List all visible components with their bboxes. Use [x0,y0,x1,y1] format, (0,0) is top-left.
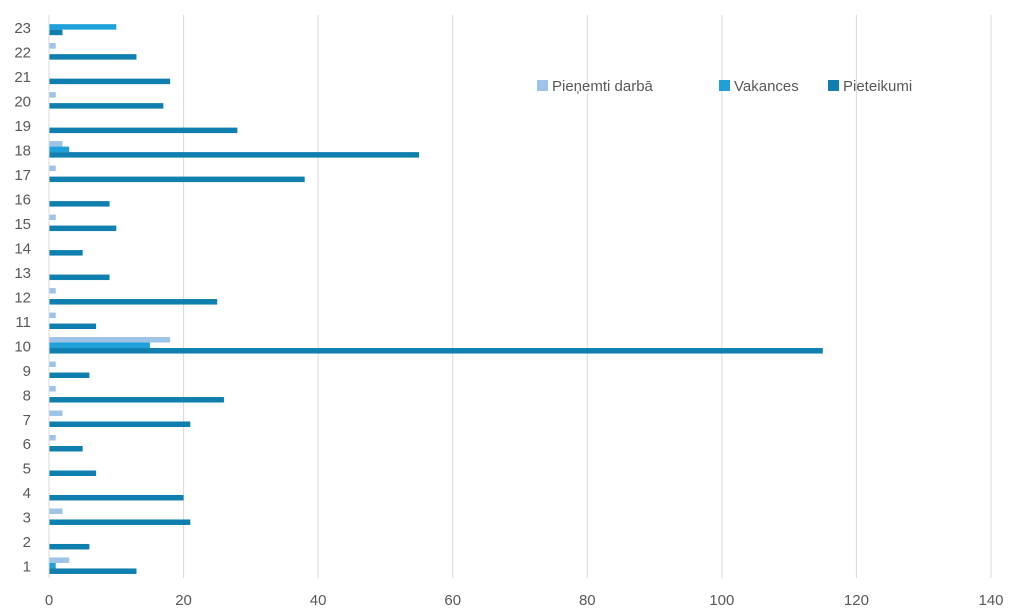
x-tick-label: 40 [310,592,327,609]
bar [49,225,117,232]
y-tick-label: 7 [23,412,31,429]
bar [49,165,56,172]
bar [49,445,83,452]
gridlines [183,15,992,578]
bar [49,410,63,417]
bar [49,24,117,30]
x-tick-label: 60 [444,592,461,609]
bar [49,146,70,153]
bar [49,494,184,501]
y-tick-label: 22 [14,44,31,61]
bar [49,342,150,349]
bar [49,43,56,49]
bar [49,508,63,514]
bar [49,92,56,98]
bar [49,78,171,85]
bar [49,54,137,60]
y-tick-label: 16 [14,191,31,208]
bar [49,543,90,550]
y-tick-label: 5 [23,461,31,478]
bar [49,29,63,36]
bar [49,323,97,330]
bar [49,386,56,392]
bar [49,348,823,354]
legend: Pieņemti darbā Vakances Pieteikumi [537,78,912,95]
x-tick-label: 0 [45,592,53,609]
y-tick-label: 9 [23,363,31,380]
bar [49,141,63,147]
bar [49,397,224,403]
legend-swatch [537,80,548,91]
legend-label: Pieteikumi [843,78,912,95]
y-tick-label: 4 [23,485,31,502]
bar [49,288,56,294]
y-tick-label: 21 [14,69,31,86]
bar [49,557,70,563]
y-tick-label: 18 [14,142,31,159]
bar [49,562,56,569]
bar [49,372,90,379]
y-tick-label: 8 [23,387,31,404]
y-tick-label: 11 [15,314,31,331]
bar [49,103,164,109]
y-tick-label: 3 [23,510,31,527]
bar [49,152,420,158]
y-tick-label: 2 [23,534,31,551]
legend-label: Pieņemti darbā [552,78,654,95]
y-tick-label: 17 [14,167,31,184]
bar [49,470,97,476]
legend-swatch [828,80,839,91]
x-tick-label: 100 [709,592,734,609]
bar [49,274,110,281]
x-tick-label: 140 [978,592,1003,609]
bar [49,176,305,183]
bars [49,24,823,574]
bar [49,421,191,428]
y-tick-label: 23 [14,20,31,37]
y-tick-label: 10 [14,338,31,355]
bar [49,127,238,134]
y-tick-label: 14 [14,240,31,257]
bar [49,337,171,343]
y-tick-label: 13 [14,265,31,282]
bar [49,299,218,305]
x-tick-label: 80 [579,592,596,609]
y-tick-label: 12 [14,289,31,306]
bar [49,434,56,441]
legend-swatch [719,80,730,91]
bar [49,250,83,256]
y-tick-label: 20 [14,93,31,110]
y-tick-label: 15 [14,216,31,233]
bar [49,519,191,525]
axes: 0 20 40 60 80 100 120 1401234567891011121314151… [14,15,1004,609]
x-tick-label: 120 [844,592,869,609]
bar [49,361,56,368]
y-tick-label: 19 [14,118,31,135]
bar [49,312,56,319]
bar [49,568,137,574]
x-tick-label: 20 [175,592,192,609]
bar [49,201,110,207]
legend-label: Vakances [734,78,799,95]
y-tick-label: 6 [23,436,31,453]
y-tick-label: 1 [23,559,31,576]
bar [49,214,56,221]
